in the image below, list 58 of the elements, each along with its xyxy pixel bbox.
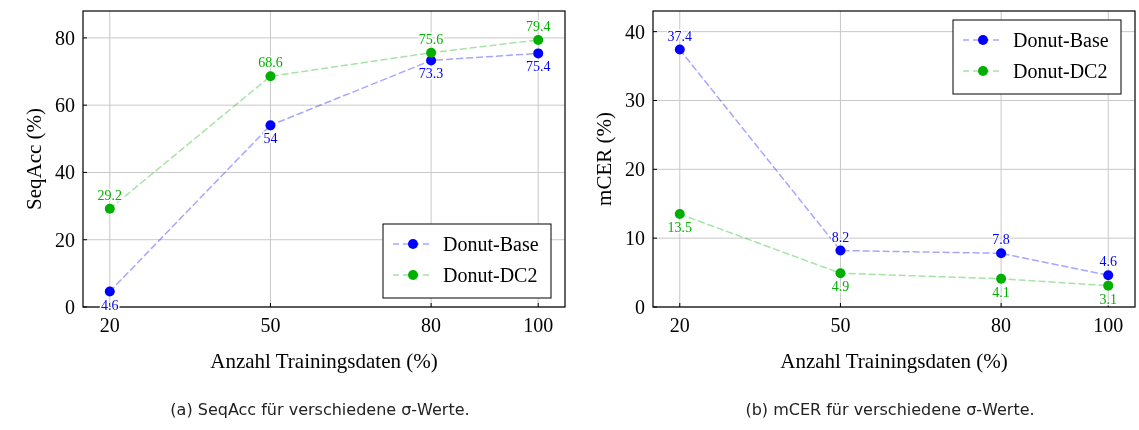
data-label: 13.5 xyxy=(667,220,693,236)
data-label: 54 xyxy=(263,131,278,147)
text: (b) mCER für verschiedene σ-Werte. xyxy=(745,400,1035,419)
point xyxy=(996,273,1007,284)
x-tick-label: 100 xyxy=(1093,314,1124,336)
y-tick-label: 20 xyxy=(625,158,645,181)
x-axis-title: Anzahl Trainingsdaten (%) xyxy=(780,349,1008,373)
point xyxy=(533,48,544,59)
data-label: 4.6 xyxy=(1099,254,1117,270)
data-label: 4.1 xyxy=(992,284,1010,300)
data-label: 73.3 xyxy=(418,66,444,82)
x-tick-label: 20 xyxy=(99,314,120,336)
x-tick-label: 50 xyxy=(260,314,281,336)
y-tick-label: 40 xyxy=(625,20,645,43)
point xyxy=(674,209,685,220)
x-tick-label: 80 xyxy=(991,314,1012,336)
point xyxy=(674,44,685,55)
y-tick-label: 0 xyxy=(65,296,75,318)
point xyxy=(104,203,115,214)
data-label: 79.4 xyxy=(525,18,551,34)
data-label: 75.6 xyxy=(418,31,444,47)
y-tick-label: 10 xyxy=(625,227,645,250)
data-label: 8.2 xyxy=(831,229,850,245)
data-label: 68.6 xyxy=(258,55,283,71)
data-label: 7.8 xyxy=(992,232,1010,248)
y-tick-label: 30 xyxy=(625,89,645,112)
y-axis-title: SeqAcc (%) xyxy=(22,107,46,211)
point xyxy=(1103,280,1114,291)
y-tick-label: 0 xyxy=(635,296,645,318)
y-tick-label: 60 xyxy=(55,94,75,117)
point xyxy=(996,248,1007,259)
x-tick-label: 80 xyxy=(421,314,442,336)
data-label: 37.4 xyxy=(667,28,693,44)
point xyxy=(265,120,276,131)
text: (a) SeqAcc für verschiedene σ-Werte. xyxy=(170,400,470,419)
point xyxy=(835,245,846,256)
x-tick-label: 100 xyxy=(523,314,554,336)
point xyxy=(104,286,115,297)
legend-label: Donut-Base xyxy=(443,233,539,255)
y-tick-label: 80 xyxy=(55,26,75,49)
point xyxy=(835,268,846,279)
y-tick-label: 20 xyxy=(55,228,75,251)
legend-label: Donut-DC2 xyxy=(1013,60,1108,82)
data-label: 3.1 xyxy=(1099,291,1117,307)
point xyxy=(265,71,276,82)
x-axis-title: Anzahl Trainingsdaten (%) xyxy=(210,349,438,373)
legend-label: Donut-DC2 xyxy=(443,264,538,286)
legend-label: Donut-Base xyxy=(1013,29,1109,51)
point xyxy=(426,47,437,58)
data-label: 75.4 xyxy=(525,59,551,75)
data-label: 29.2 xyxy=(97,187,123,203)
data-label: 4.9 xyxy=(831,279,850,295)
x-tick-label: 20 xyxy=(669,314,690,336)
y-axis-title: mCER (%) xyxy=(592,112,616,206)
point xyxy=(1103,270,1114,281)
y-tick-label: 40 xyxy=(55,161,75,184)
x-tick-label: 50 xyxy=(830,314,851,336)
point xyxy=(533,34,544,45)
